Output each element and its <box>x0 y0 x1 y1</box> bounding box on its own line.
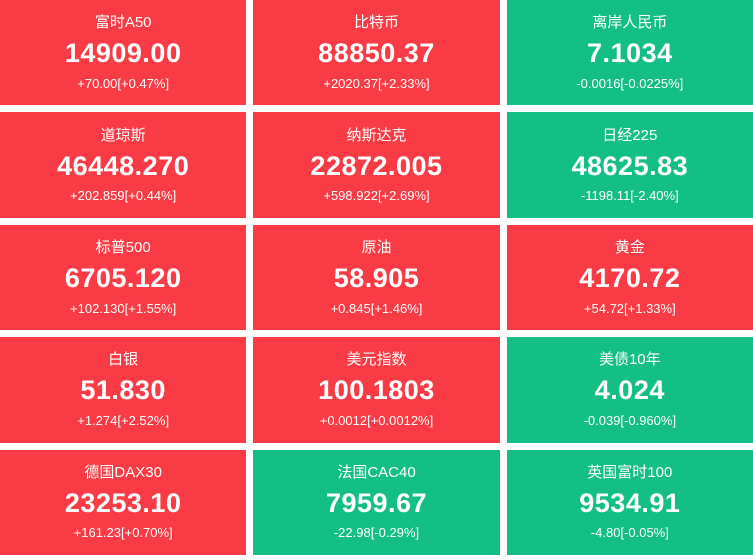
market-name: 美元指数 <box>346 351 407 369</box>
market-value: 6705.120 <box>64 263 182 293</box>
market-tile-ftse100[interactable]: 英国富时100 9534.91 -4.80[-0.05%] <box>506 449 753 555</box>
market-change: +0.0012[+0.0012%] <box>319 413 434 429</box>
market-name: 标普500 <box>95 239 151 256</box>
market-value: 58.905 <box>333 263 420 293</box>
market-tile-dow-jones[interactable]: 道琼斯 46448.270 +202.859[+0.44%] <box>0 112 247 218</box>
market-value: 46448.270 <box>57 150 190 181</box>
market-change: +598.922[+2.69%] <box>323 188 430 204</box>
market-change: +1.274[+2.52%] <box>77 413 170 429</box>
market-change: +161.23[+0.70%] <box>73 525 173 541</box>
market-value: 48625.83 <box>571 150 689 181</box>
market-tile-sp500[interactable]: 标普500 6705.120 +102.130[+1.55%] <box>0 224 247 331</box>
market-name: 法国CAC40 <box>337 463 416 481</box>
market-tile-crude-oil[interactable]: 原油 58.905 +0.845[+1.46%] <box>253 224 500 331</box>
market-tile-cac40[interactable]: 法国CAC40 7959.67 -22.98[-0.29%] <box>253 449 500 555</box>
market-change: +102.130[+1.55%] <box>70 300 177 316</box>
market-change: -1198.11[-2.40%] <box>580 188 679 204</box>
market-name: 美债10年 <box>598 351 661 369</box>
market-change: -0.0016[-0.0225%] <box>576 75 684 91</box>
market-value: 7.1034 <box>587 38 673 69</box>
market-name: 原油 <box>361 239 392 256</box>
market-name: 黄金 <box>614 239 645 256</box>
market-change: -0.039[-0.960%] <box>583 413 677 429</box>
market-tile-offshore-rmb[interactable]: 离岸人民币 7.1034 -0.0016[-0.0225%] <box>506 0 753 106</box>
market-value: 9534.91 <box>579 487 681 518</box>
market-tile-nikkei-225[interactable]: 日经225 48625.83 -1198.11[-2.40%] <box>506 112 753 218</box>
market-name: 德国DAX30 <box>84 463 162 481</box>
market-change: +54.72[+1.33%] <box>583 300 676 316</box>
market-name: 日经225 <box>602 126 658 144</box>
market-name: 白银 <box>108 351 139 369</box>
market-name: 比特币 <box>353 14 399 32</box>
market-tile-dax30[interactable]: 德国DAX30 23253.10 +161.23[+0.70%] <box>0 449 247 555</box>
market-name: 英国富时100 <box>587 463 673 481</box>
market-change: -22.98[-0.29%] <box>333 525 420 541</box>
market-tile-us-dollar-index[interactable]: 美元指数 100.1803 +0.0012[+0.0012%] <box>253 337 500 443</box>
market-name: 纳斯达克 <box>346 126 407 144</box>
market-value: 51.830 <box>80 375 166 406</box>
market-change: +0.845[+1.46%] <box>330 300 423 316</box>
market-value: 4.024 <box>594 375 665 406</box>
market-tile-ftse-a50[interactable]: 富时A50 14909.00 +70.00[+0.47%] <box>0 0 247 106</box>
market-value: 100.1803 <box>318 375 435 406</box>
market-name: 道琼斯 <box>100 126 146 144</box>
market-tile-silver[interactable]: 白银 51.830 +1.274[+2.52%] <box>0 337 247 443</box>
market-tile-gold[interactable]: 黄金 4170.72 +54.72[+1.33%] <box>506 224 753 331</box>
market-value: 23253.10 <box>64 487 182 518</box>
market-value: 4170.72 <box>579 263 681 293</box>
market-change: +2020.37[+2.33%] <box>323 75 430 91</box>
market-name: 富时A50 <box>94 14 152 32</box>
market-change: +202.859[+0.44%] <box>70 188 177 204</box>
market-tile-nasdaq[interactable]: 纳斯达克 22872.005 +598.922[+2.69%] <box>253 112 500 218</box>
market-value: 7959.67 <box>325 487 428 518</box>
market-tile-us-treasury-10y[interactable]: 美债10年 4.024 -0.039[-0.960%] <box>506 337 753 443</box>
market-tile-bitcoin[interactable]: 比特币 88850.37 +2020.37[+2.33%] <box>253 0 500 106</box>
market-value: 88850.37 <box>318 38 435 69</box>
market-value: 14909.00 <box>64 38 182 69</box>
market-change: -4.80[-0.05%] <box>590 525 669 541</box>
market-name: 离岸人民币 <box>592 14 668 32</box>
market-value: 22872.005 <box>310 150 443 181</box>
market-change: +70.00[+0.47%] <box>77 75 170 91</box>
